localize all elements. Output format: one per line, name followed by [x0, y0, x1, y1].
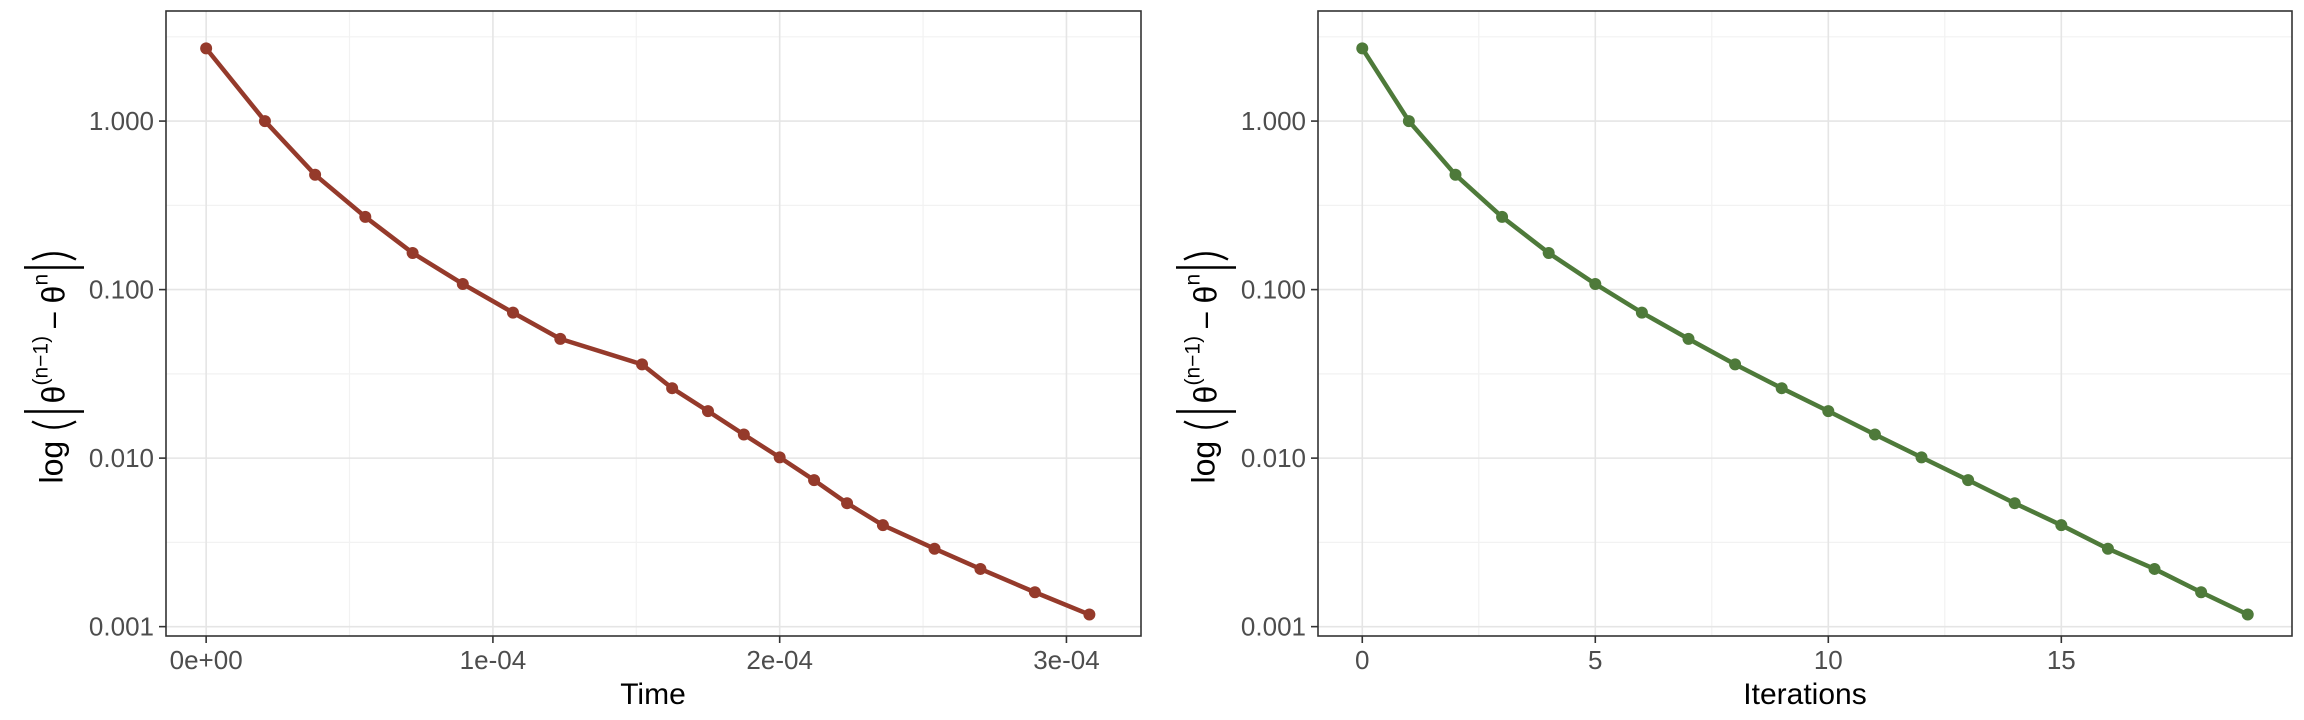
- data-point: [974, 562, 987, 575]
- y-tick-label: 0.001: [89, 612, 154, 642]
- y-axis-title-theta: θ: [35, 286, 71, 304]
- data-point: [1868, 428, 1881, 441]
- x-tick-label: 5: [1588, 645, 1602, 675]
- series-line: [1360, 46, 2250, 617]
- data-point: [1449, 168, 1462, 181]
- data-point: [2195, 586, 2208, 599]
- data-point: [666, 382, 679, 395]
- data-point: [928, 542, 941, 555]
- data-point: [406, 246, 419, 259]
- chart-panel-1: 0.001 0.010 0.100 1.000 0e+00 1e-04 2e-04 3e-04…: [24, 10, 1142, 711]
- y-tick-label: 1.000: [89, 106, 154, 136]
- y-axis-title-paren-close: [1183, 252, 1229, 261]
- y-axis-title-minus: −: [36, 311, 72, 330]
- data-point: [1496, 210, 1509, 223]
- data-point: [773, 451, 786, 464]
- data-point: [1589, 277, 1602, 290]
- y-axis-title-fn: log: [33, 441, 69, 484]
- y-axis-title-theta: θ: [1187, 386, 1223, 404]
- panel-border: [165, 10, 1142, 637]
- data-point: [701, 405, 714, 418]
- data-point: [1822, 405, 1835, 418]
- data-point: [1028, 586, 1041, 599]
- y-tick-label: 0.010: [89, 443, 154, 473]
- y-axis-title-sup1: (n−1): [1182, 336, 1205, 386]
- y-axis-title-theta: θ: [35, 386, 71, 404]
- data-point: [1915, 451, 1928, 464]
- data-point: [1083, 608, 1096, 621]
- data-point: [1356, 42, 1369, 55]
- data-point: [2008, 497, 2021, 510]
- y-tick-label: 0.001: [1241, 612, 1306, 642]
- data-point: [1682, 332, 1695, 345]
- data-point: [737, 428, 750, 441]
- x-tick-label: 15: [2047, 645, 2076, 675]
- y-axis-title-minus: −: [1188, 311, 1224, 330]
- data-point: [506, 306, 519, 319]
- data-point: [1542, 246, 1555, 259]
- y-axis-title-paren-open: [1183, 420, 1229, 429]
- data-point: [1962, 474, 1975, 487]
- y-axis-title-sup1: (n−1): [30, 336, 53, 386]
- data-point: [258, 115, 271, 128]
- data-point: [1729, 358, 1742, 371]
- y-axis-title-paren-close: [31, 252, 77, 261]
- data-point: [200, 42, 213, 55]
- y-axis-title-fn: log: [1185, 441, 1221, 484]
- data-point: [636, 358, 649, 371]
- data-point: [1775, 382, 1788, 395]
- data-point: [1635, 306, 1648, 319]
- x-tick-label: 10: [1814, 645, 1843, 675]
- data-point: [359, 210, 372, 223]
- y-axis-title-sup2: n: [1182, 274, 1205, 286]
- y-tick-label: 0.100: [89, 275, 154, 305]
- data-point: [2241, 608, 2254, 621]
- panel-border: [1317, 10, 2293, 637]
- x-axis-title: Time: [620, 678, 686, 711]
- x-tick-label: 0: [1355, 645, 1369, 675]
- y-axis-title-theta: θ: [1187, 286, 1223, 304]
- data-point: [808, 474, 821, 487]
- data-point: [456, 277, 469, 290]
- series-line: [203, 46, 1092, 617]
- data-point: [2101, 542, 2114, 555]
- data-point: [554, 332, 567, 345]
- chart-panel-2: 0.001 0.010 0.100 1.000 0 5 10 15 Iterations log θ…: [1176, 10, 2293, 711]
- data-point: [2055, 519, 2068, 532]
- data-point: [2148, 562, 2161, 575]
- x-tick-label: 2e-04: [746, 645, 813, 675]
- data-point: [841, 497, 854, 510]
- data-point: [1402, 115, 1415, 128]
- y-tick-label: 0.100: [1241, 275, 1306, 305]
- x-tick-label: 0e+00: [170, 645, 243, 675]
- data-point: [876, 519, 889, 532]
- x-tick-label: 3e-04: [1033, 645, 1100, 675]
- y-tick-label: 1.000: [1241, 106, 1306, 136]
- y-tick-label: 0.010: [1241, 443, 1306, 473]
- y-axis-title-paren-open: [31, 420, 77, 429]
- data-point: [309, 168, 322, 181]
- x-tick-label: 1e-04: [460, 645, 527, 675]
- y-axis-title-sup2: n: [30, 274, 53, 286]
- x-axis-title: Iterations: [1743, 678, 1866, 711]
